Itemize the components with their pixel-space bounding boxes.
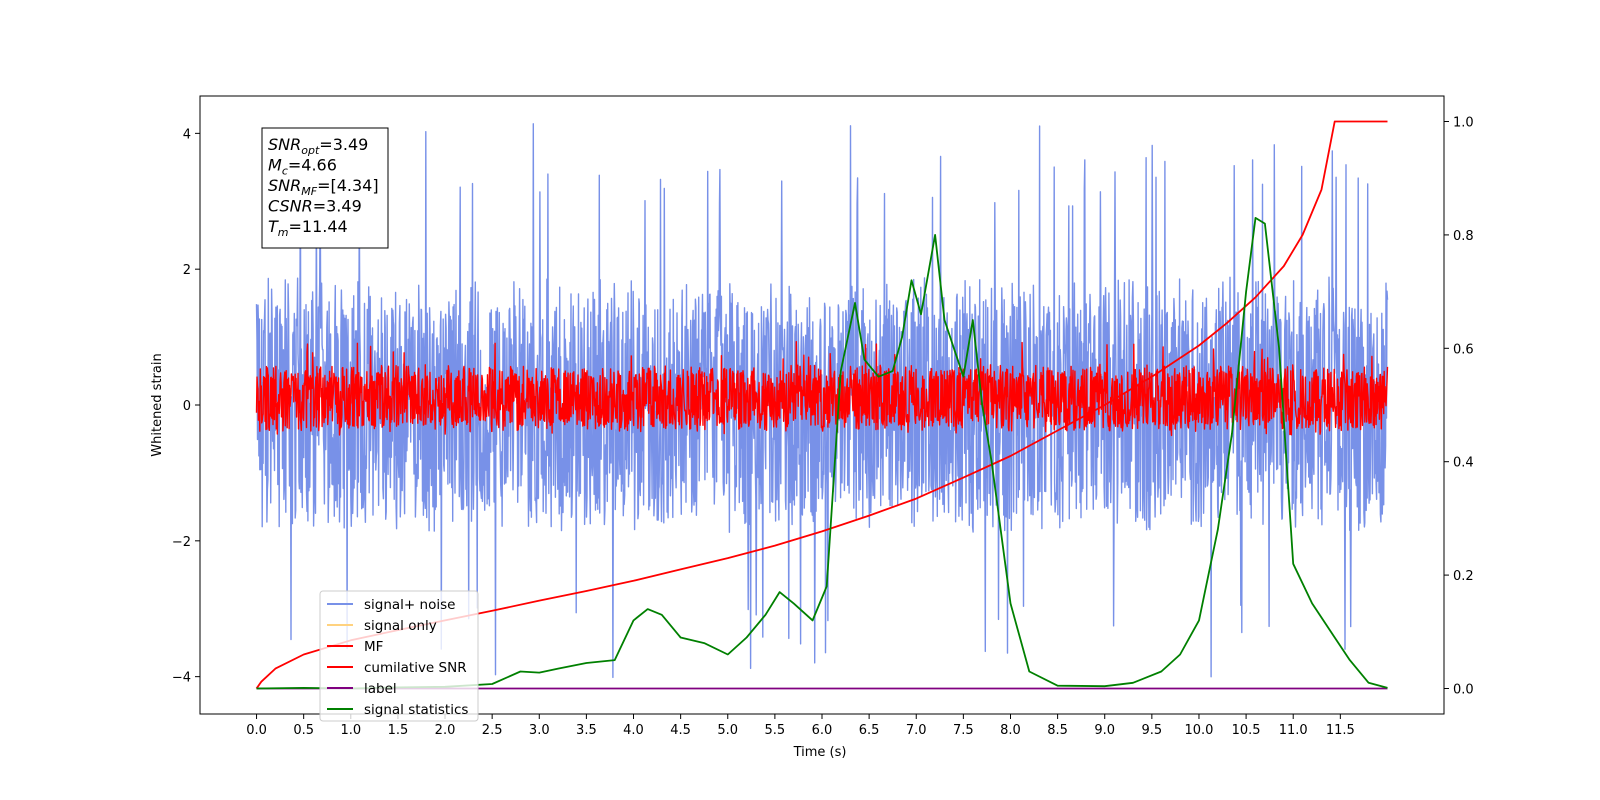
x-tick-label: 11.0 xyxy=(1279,723,1308,738)
x-tick-label: 2.5 xyxy=(482,723,503,738)
y2-tick-label: 1.0 xyxy=(1453,116,1474,131)
y2-tick-label: 0.8 xyxy=(1453,229,1474,244)
y-axis-right: 0.0 0.2 0.4 0.6 0.8 1.0 xyxy=(1444,116,1474,697)
annotation-subscript: c xyxy=(282,165,288,178)
series-line-signal-noise xyxy=(255,123,1389,679)
x-tick-label: 0.5 xyxy=(293,723,314,738)
x-tick-label: 4.0 xyxy=(623,723,644,738)
annotation-line: CSNR=3.49 xyxy=(268,197,362,216)
x-tick-label: 8.5 xyxy=(1047,723,1068,738)
annotation-value: =3.49 xyxy=(319,135,368,154)
legend: signal+ noise signal only MF cumilative SNR… xyxy=(319,590,479,722)
x-tick-label: 3.0 xyxy=(529,723,550,738)
legend-entry-label: signal only xyxy=(364,618,437,634)
series-line-signal-statistics xyxy=(256,217,1388,690)
x-tick-label: 1.5 xyxy=(388,723,409,738)
annotation-line: SNRopt=3.49 xyxy=(268,135,368,157)
y-axis-label: Whitened strain xyxy=(150,353,165,456)
x-tick-label: 8.0 xyxy=(1000,723,1021,738)
x-tick-label: 10.0 xyxy=(1184,723,1213,738)
legend-entry-label: label xyxy=(364,681,397,697)
annotation-line: Mc=4.66 xyxy=(268,156,337,178)
x-tick-label: 2.0 xyxy=(435,723,456,738)
x-tick-label: 6.0 xyxy=(812,723,833,738)
x-tick-label: 11.5 xyxy=(1326,723,1355,738)
x-tick-label: 5.0 xyxy=(717,723,738,738)
y-axis-left: −4 −2 0 2 4 xyxy=(172,127,200,686)
annotation-symbol: SNR xyxy=(268,135,301,154)
annotation-value: =11.44 xyxy=(289,217,348,236)
x-tick-label: 10.5 xyxy=(1232,723,1261,738)
annotation-subscript: opt xyxy=(301,144,320,157)
annotation-value: =3.49 xyxy=(313,197,362,216)
annotation-value: =[4.34] xyxy=(317,176,379,195)
y2-tick-label: 0.6 xyxy=(1453,342,1474,357)
annotation-symbol: CSNR xyxy=(268,197,313,216)
legend-entry-label: signal+ noise xyxy=(364,597,455,613)
y2-tick-label: 0.4 xyxy=(1453,456,1474,471)
x-tick-label: 7.5 xyxy=(953,723,974,738)
annotation-value: =4.66 xyxy=(288,156,337,175)
annotation-symbol: T xyxy=(268,217,279,236)
annotation-subscript: m xyxy=(278,226,289,239)
x-tick-label: 3.5 xyxy=(576,723,597,738)
annotation-box-frame xyxy=(261,127,389,249)
x-tick-label: 9.5 xyxy=(1142,723,1163,738)
annotation-subscript: MF xyxy=(301,185,317,198)
y2-tick-label: 0.2 xyxy=(1453,569,1474,584)
x-tick-label: 1.0 xyxy=(340,723,361,738)
annotation-symbol: M xyxy=(268,156,282,175)
stats-annotation-box: SNRopt=3.49Mc=4.66SNRMF=[4.34]CSNR=3.49T… xyxy=(261,127,389,249)
y2-tick-label: 0.0 xyxy=(1453,682,1474,697)
x-axis-label: Time (s) xyxy=(793,745,847,760)
x-tick-label: 0.0 xyxy=(246,723,267,738)
annotation-line: Tm=11.44 xyxy=(268,217,348,239)
x-tick-label: 5.5 xyxy=(765,723,786,738)
legend-entry-label: signal statistics xyxy=(364,702,468,718)
y-tick-label: −2 xyxy=(172,535,191,550)
annotation-line: SNRMF=[4.34] xyxy=(268,176,379,198)
legend-entry-label: MF xyxy=(364,639,383,655)
annotation-symbol: SNR xyxy=(268,176,301,195)
legend-frame xyxy=(319,590,479,722)
x-tick-label: 6.5 xyxy=(859,723,880,738)
y-tick-label: 0 xyxy=(183,399,191,414)
x-tick-label: 7.0 xyxy=(906,723,927,738)
legend-entry-label: cumilative SNR xyxy=(364,660,467,676)
y-tick-label: 2 xyxy=(183,263,191,278)
x-axis: 0.0 0.5 1.0 1.5 2.0 2.5 3.0 3.5 4.0 4.5 5.0 5.5 6.0 6… xyxy=(246,714,1355,738)
x-tick-label: 9.0 xyxy=(1094,723,1115,738)
series-line-mf xyxy=(255,341,1389,437)
x-tick-label: 4.5 xyxy=(670,723,691,738)
y-tick-label: −4 xyxy=(172,671,191,686)
y-tick-label: 4 xyxy=(183,127,191,142)
